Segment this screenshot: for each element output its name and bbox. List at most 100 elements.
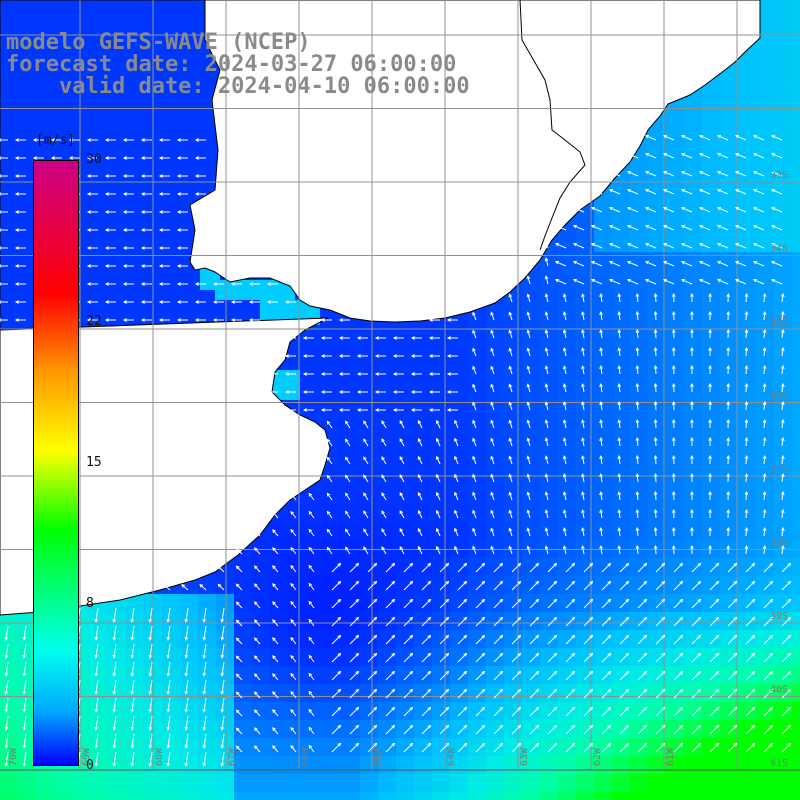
lat-label: 34S [770,244,788,255]
lat-label: 40S [770,685,788,696]
lon-label: 70W [8,747,19,766]
speed-cell [792,360,800,379]
wind-arrow [781,580,792,591]
speed-cell [360,774,379,793]
speed-cell [702,162,721,181]
speed-cell [324,378,343,397]
wind-arrow [562,329,567,339]
speed-cell [198,126,217,145]
speed-cell [648,774,667,793]
wind-arrow [290,636,297,645]
wind-arrow [780,527,785,537]
speed-cell [522,792,541,800]
speed-cell [720,666,739,685]
wind-arrow [176,138,188,142]
speed-cell [450,648,469,667]
wind-arrow [14,282,26,286]
speed-cell [288,738,307,757]
wind-arrow [698,206,711,213]
speed-cell [576,360,595,379]
speed-cell [612,432,631,451]
speed-cell [252,756,271,775]
speed-cell [288,720,307,739]
speed-cell [630,648,649,667]
wind-arrow [331,580,342,591]
wind-arrow [671,328,676,339]
wind-arrow [635,383,640,393]
speed-cell [0,792,19,800]
speed-cell [360,324,379,343]
wind-arrow [253,745,261,753]
wind-arrow [130,643,135,659]
speed-cell [594,414,613,433]
wind-arrow [619,688,630,699]
wind-arrow [439,724,450,735]
wind-arrow [356,408,368,412]
wind-arrow [284,408,296,412]
speed-cell [90,648,109,667]
speed-cell [720,576,739,595]
speed-cell [792,36,800,55]
speed-cell [612,288,631,307]
wind-arrow [472,311,477,321]
speed-cell [756,72,775,91]
speed-cell [792,414,800,433]
speed-cell [396,774,415,793]
lat-label: 36S [770,391,788,402]
speed-cell [576,720,595,739]
speed-cell [648,666,667,685]
speed-cell [468,342,487,361]
speed-cell [666,162,685,181]
speed-cell [396,378,415,397]
wind-arrow [637,688,648,699]
wind-arrow [763,562,774,573]
speed-cell [414,414,433,433]
speed-cell [198,774,217,793]
speed-cell [414,702,433,721]
speed-cell [522,342,541,361]
wind-arrow [734,278,747,285]
wind-arrow [626,152,639,159]
wind-arrow [345,510,351,519]
speed-cell [558,594,577,613]
wind-arrow [475,562,486,573]
speed-cell [648,216,667,235]
wind-arrow [385,580,396,591]
speed-cell [720,612,739,631]
speed-cell [504,684,523,703]
speed-cell [162,684,181,703]
wind-arrow [439,616,450,627]
wind-arrow [565,706,576,717]
speed-cell [450,738,469,757]
speed-cell [126,162,145,181]
wind-arrow [581,383,585,393]
speed-cell [324,360,343,379]
wind-arrow [493,706,504,717]
wind-arrow [562,437,567,447]
speed-cell [486,720,505,739]
speed-cell [594,342,613,361]
wind-arrow [617,293,622,303]
wind-arrow [302,372,314,376]
wind-arrow [599,311,603,321]
speed-cell [342,576,361,595]
wind-arrow [112,625,117,641]
wind-arrow [22,751,27,767]
speed-cell [108,684,127,703]
wind-arrow [212,318,224,322]
wind-arrow [716,242,729,249]
speed-cell [666,216,685,235]
speed-cell [450,702,469,721]
speed-cell [720,252,739,271]
wind-arrow [709,652,720,663]
speed-cell [468,468,487,487]
wind-arrow [635,437,640,447]
speed-cell [504,306,523,325]
speed-cell [126,72,145,91]
speed-cell [360,522,379,541]
wind-arrow [562,311,567,321]
speed-cell [396,630,415,649]
wind-arrow [381,420,387,429]
speed-cell [342,792,361,800]
wind-arrow [253,709,261,717]
